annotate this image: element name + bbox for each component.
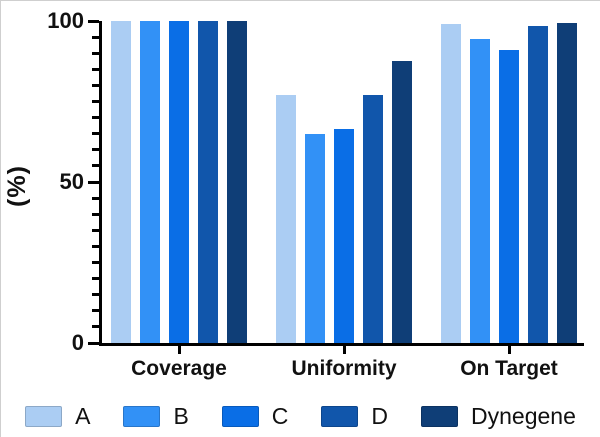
y-axis-tick [92, 244, 99, 248]
bar-c-coverage [169, 21, 189, 343]
legend-swatch-d [321, 405, 359, 427]
y-axis-tick [88, 341, 99, 345]
legend-swatch-b [123, 405, 161, 427]
legend-swatch-c [221, 405, 259, 427]
y-axis-tick [92, 35, 99, 39]
y-axis-tick [92, 261, 99, 264]
y-axis-tick [92, 293, 99, 297]
legend-item-b: B [123, 402, 189, 429]
legend-label: C [271, 402, 289, 429]
y-axis-tick [92, 83, 99, 87]
legend-item-a: A [25, 402, 91, 429]
y-axis-tick [92, 212, 99, 216]
legend-label: A [75, 402, 91, 429]
legend-item-d: D [321, 402, 389, 429]
bar-d-coverage [198, 21, 218, 343]
legend-label: D [371, 402, 389, 429]
x-axis-category-label: On Target [460, 357, 558, 380]
y-axis-tick-label: 0 [71, 330, 84, 355]
legend-label: B [173, 402, 189, 429]
y-axis-tick [88, 19, 99, 23]
legend-swatch-dynegene [421, 405, 459, 427]
legend-label: Dynegene [471, 402, 576, 429]
y-axis-title: (%) [3, 165, 31, 207]
legend-item-c: C [221, 402, 289, 429]
y-axis-tick [92, 132, 99, 136]
bar-d-uniformity [363, 95, 383, 343]
plot-area: 0 50 100 [47, 8, 584, 355]
x-axis-tick [507, 346, 511, 354]
bar-group-uniformity [276, 61, 412, 343]
y-axis-tick [92, 116, 99, 120]
bar-a-uniformity [276, 95, 296, 343]
legend: A B C D Dynegene [1, 401, 600, 431]
bar-c-uniformity [334, 128, 354, 343]
x-axis-tick [177, 346, 181, 354]
bar-b-coverage [140, 21, 160, 343]
bar-c-on-target [499, 49, 519, 343]
bar-dynegene-uniformity [392, 61, 412, 343]
x-axis-category-label: Uniformity [291, 357, 397, 380]
y-axis-tick [88, 180, 99, 184]
legend-item-dynegene: Dynegene [421, 402, 576, 429]
bar-b-uniformity [305, 133, 325, 343]
y-axis-tick [92, 100, 99, 103]
bar-groups [102, 21, 584, 343]
y-axis-tick [92, 67, 99, 71]
y-axis-tick [92, 309, 99, 313]
bar-group-coverage [111, 21, 247, 343]
y-axis-tick [92, 228, 99, 232]
x-axis-category-label: Coverage [131, 357, 227, 380]
bar-a-on-target [441, 24, 461, 343]
y-axis-tick-label: 50 [59, 169, 84, 194]
x-axis-tick [342, 346, 346, 354]
bar-group-on-target [441, 22, 577, 343]
bar-dynegene-on-target [557, 22, 577, 343]
legend-swatch-a [25, 405, 63, 427]
y-axis-tick [92, 325, 99, 329]
y-axis-tick [92, 51, 99, 55]
bar-b-on-target [470, 38, 490, 343]
bar-dynegene-coverage [227, 21, 247, 343]
y-axis-tick-label: 100 [47, 8, 84, 33]
bar-a-coverage [111, 21, 131, 343]
y-axis-tick [92, 164, 99, 168]
y-axis-tick [92, 196, 99, 200]
y-axis-tick [92, 148, 99, 152]
y-axis-tick [92, 277, 99, 281]
bar-d-on-target [528, 25, 548, 343]
